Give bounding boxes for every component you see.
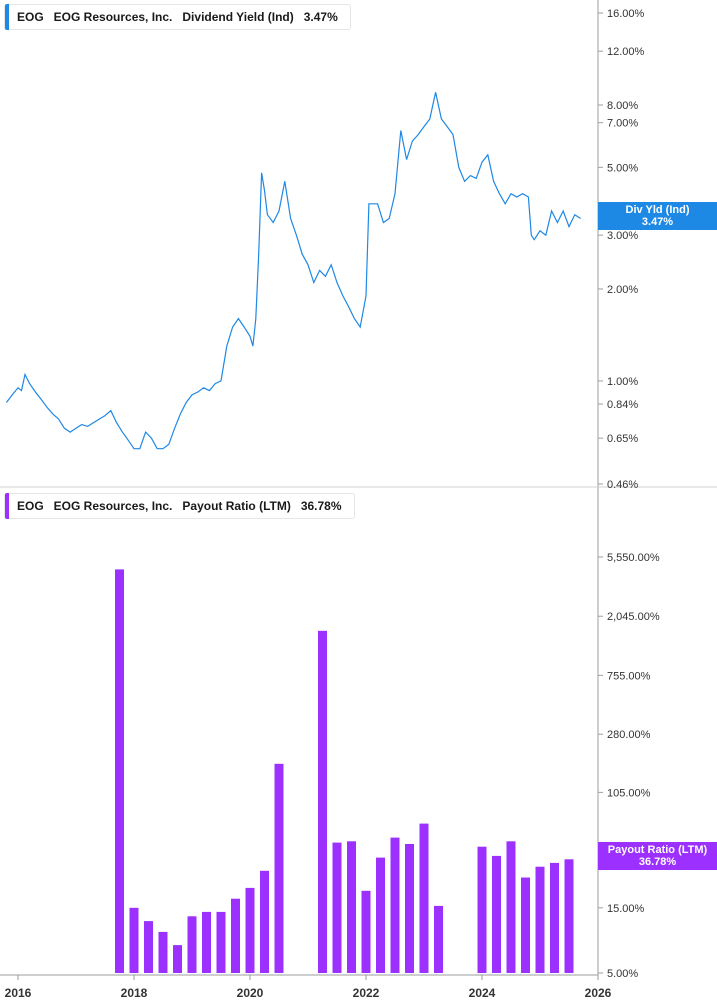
payout-bar	[477, 846, 487, 973]
yield-y-tick-label: 7.00%	[607, 118, 638, 130]
payout-y-tick-label: 280.00%	[607, 729, 651, 741]
payout-y-tick-label: 105.00%	[607, 787, 651, 799]
payout-badge-value: 36.78%	[638, 856, 677, 868]
yield-y-tick-label: 0.84%	[607, 399, 638, 411]
payout-bar	[521, 877, 530, 973]
yield-legend-value: 3.47%	[303, 10, 338, 24]
payout-bars	[115, 569, 574, 973]
yield-value-badge: Div Yld (Ind) 3.47%	[598, 202, 717, 230]
yield-badge-label: Div Yld (Ind)	[625, 204, 690, 216]
payout-bar	[187, 916, 197, 973]
yield-y-tick-label: 0.46%	[607, 479, 638, 491]
yield-series-line	[5, 92, 581, 450]
x-tick-label: 2026	[585, 986, 612, 1000]
x-tick-label: 2022	[353, 986, 380, 1000]
x-tick-label: 2018	[121, 986, 148, 1000]
payout-legend: EOG EOG Resources, Inc. Payout Ratio (LT…	[4, 493, 355, 519]
yield-y-tick-label: 3.00%	[607, 230, 638, 242]
payout-bar	[361, 890, 371, 973]
payout-y-tick-label: 5.00%	[607, 968, 638, 980]
yield-legend-company: EOG Resources, Inc.	[53, 10, 173, 24]
payout-legend-ticker: EOG	[17, 499, 44, 513]
yield-legend: EOG EOG Resources, Inc. Dividend Yield (…	[4, 4, 351, 30]
payout-value-badge: Payout Ratio (LTM) 36.78%	[598, 842, 717, 870]
payout-legend-metric: Payout Ratio (LTM)	[182, 499, 291, 513]
payout-bar	[419, 823, 429, 973]
payout-bar	[158, 931, 168, 973]
yield-y-axis: 16.00% 12.00% 8.00% 7.00% 5.00% 3.00% 2.00% 1.0…	[598, 8, 645, 491]
yield-legend-ticker: EOG	[17, 10, 44, 24]
payout-bar	[376, 857, 385, 973]
payout-y-tick-label: 755.00%	[607, 670, 651, 682]
payout-bar	[245, 887, 255, 973]
payout-bar	[492, 855, 501, 973]
yield-legend-swatch	[5, 4, 9, 30]
payout-bar	[202, 911, 211, 973]
payout-bar	[144, 921, 153, 973]
yield-y-tick-label: 16.00%	[607, 8, 645, 20]
payout-y-axis: 5,550.00%2,045.00%755.00%280.00%105.00%4…	[598, 552, 660, 980]
yield-badge-value: 3.47%	[641, 216, 674, 228]
payout-bar	[564, 859, 574, 973]
payout-bar	[260, 870, 269, 973]
payout-bar	[231, 898, 240, 973]
payout-bar	[405, 844, 414, 973]
x-tick-label: 2024	[469, 986, 496, 1000]
yield-y-tick-label: 2.00%	[607, 284, 638, 296]
yield-y-tick-label: 12.00%	[607, 46, 645, 58]
payout-y-tick-label: 15.00%	[607, 903, 645, 915]
payout-legend-value: 36.78%	[300, 499, 342, 513]
payout-badge-label: Payout Ratio (LTM)	[607, 844, 708, 856]
payout-bar	[129, 907, 139, 973]
payout-bar	[347, 841, 356, 973]
x-tick-label: 2020	[237, 986, 264, 1000]
payout-bar	[390, 837, 400, 973]
x-tick-label: 2016	[5, 986, 32, 1000]
payout-y-tick-label: 2,045.00%	[607, 611, 660, 623]
payout-bar	[434, 905, 443, 973]
yield-legend-metric: Dividend Yield (Ind)	[182, 10, 294, 24]
payout-bar	[550, 862, 559, 973]
payout-bar	[173, 945, 182, 973]
yield-y-tick-label: 0.65%	[607, 433, 638, 445]
payout-y-tick-label: 5,550.00%	[607, 552, 660, 564]
payout-bar	[318, 630, 327, 973]
payout-legend-swatch	[5, 493, 9, 519]
yield-y-tick-label: 1.00%	[607, 376, 638, 388]
x-axis: 2016 2018 2020 2022 2024 2026	[5, 975, 612, 1000]
payout-legend-company: EOG Resources, Inc.	[53, 499, 173, 513]
yield-y-tick-label: 5.00%	[607, 162, 638, 174]
payout-bar	[115, 569, 124, 973]
payout-bar	[274, 763, 284, 973]
yield-y-tick-label: 8.00%	[607, 100, 638, 112]
payout-bar	[332, 842, 342, 973]
payout-bar	[216, 911, 226, 973]
payout-bar	[506, 841, 516, 973]
payout-bar	[535, 866, 545, 973]
